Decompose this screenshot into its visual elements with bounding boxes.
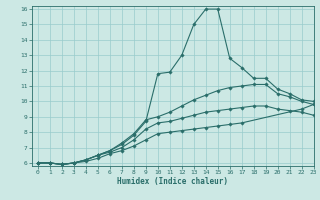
X-axis label: Humidex (Indice chaleur): Humidex (Indice chaleur): [117, 177, 228, 186]
